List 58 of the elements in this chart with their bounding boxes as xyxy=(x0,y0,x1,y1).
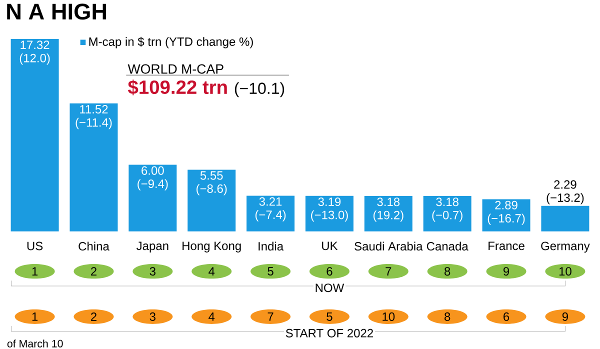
x-tick-label: Germany xyxy=(541,242,590,253)
text: 10 xyxy=(559,267,572,276)
data-label: 3.18 (19.2) xyxy=(373,198,404,222)
text: 6 xyxy=(326,267,332,276)
data-label: 5.55 (−8.6) xyxy=(196,171,227,196)
chart-title: N A HIGH xyxy=(7,4,106,20)
text: 7 xyxy=(268,312,274,321)
x-tick-label: France xyxy=(488,242,524,250)
text: 4 xyxy=(208,312,215,321)
bar xyxy=(482,199,530,232)
x-tick-label: Hong Kong xyxy=(182,242,241,253)
data-label: 2.29 (−13.2) xyxy=(546,180,584,204)
text: 4 xyxy=(208,267,215,276)
data-label: 2.89 (−16.7) xyxy=(488,200,525,226)
x-tick-label: US xyxy=(27,242,43,250)
text: 1 xyxy=(32,267,38,276)
x-tick-label: UK xyxy=(322,242,338,250)
text: 5 xyxy=(326,312,332,321)
data-label: 6.00 (−9.4) xyxy=(138,166,168,190)
data-label: 3.21 (−7.4) xyxy=(255,197,286,222)
bar xyxy=(188,170,236,232)
bar xyxy=(10,39,59,232)
text: 2 xyxy=(91,312,96,321)
text: 8 xyxy=(444,312,450,322)
bar xyxy=(70,104,118,232)
x-tick-label: India xyxy=(258,242,284,251)
legend-label: M-cap in $ trn (YTD change %) xyxy=(89,37,253,48)
text: 10 xyxy=(382,312,395,322)
bar xyxy=(364,196,412,232)
text: 3 xyxy=(150,267,156,276)
text: 7 xyxy=(386,267,392,276)
annotation: WORLD M-CAP xyxy=(128,64,224,74)
text: 9 xyxy=(504,267,510,276)
bar xyxy=(423,196,472,232)
text: START OF 2022 xyxy=(286,329,373,338)
annotation: $109.22 trn xyxy=(128,80,227,96)
text: 2 xyxy=(91,267,96,276)
bar xyxy=(246,196,295,232)
x-tick-label: Japan xyxy=(136,242,168,253)
x-tick-label: Saudi Arabia xyxy=(354,242,423,251)
text: 5 xyxy=(268,267,274,276)
x-tick-label: China xyxy=(78,242,110,251)
annotation: (−10.1) xyxy=(234,82,284,98)
text: NOW xyxy=(316,284,344,292)
data-label: 3.19 (−13.0) xyxy=(311,198,348,222)
bar xyxy=(305,196,354,232)
text: 3 xyxy=(150,312,156,322)
bar xyxy=(128,164,177,232)
bar xyxy=(541,206,590,232)
text: 6 xyxy=(504,312,510,322)
text: 8 xyxy=(444,267,450,276)
text: 1 xyxy=(32,312,38,321)
text: of March 10 xyxy=(7,340,63,348)
data-label: 11.52 (−11.4) xyxy=(76,105,112,130)
data-label: 3.18 (−0.7) xyxy=(432,198,462,222)
x-tick-label: Canada xyxy=(426,242,468,251)
text: 9 xyxy=(562,312,568,322)
data-label: 17.32 (12.0) xyxy=(20,40,50,65)
